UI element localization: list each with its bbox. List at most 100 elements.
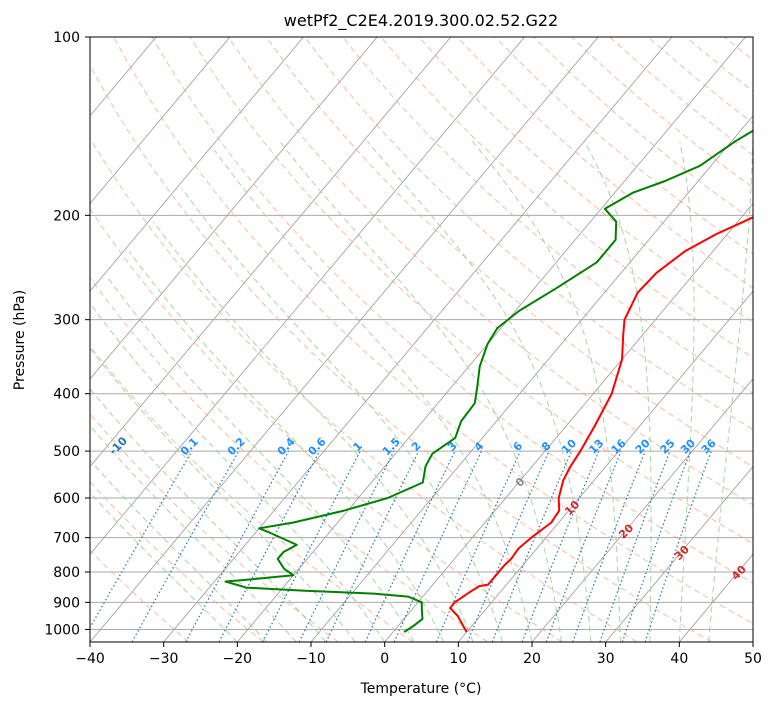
dry-adiabat-line (418, 37, 753, 324)
mixing-ratio-line (262, 450, 361, 642)
mixing-ratio-label: 10 (559, 436, 579, 456)
isotherm-line (90, 37, 231, 205)
isotherm-line (310, 115, 753, 642)
y-tick-label: 600 (53, 491, 80, 507)
isotherm-line (384, 202, 753, 642)
isotherm-line (90, 37, 452, 468)
moist-adiabat-line (678, 141, 695, 642)
mixing-ratio-line (298, 450, 395, 642)
moist-adiabat-line (472, 140, 621, 642)
mixing-ratio-line (621, 450, 692, 642)
dry-adiabat-line (151, 37, 753, 584)
y-axis-ticks: 100 200 300 400 500 600 700 800 900 1000 (44, 30, 90, 638)
y-tick-label: 400 (53, 387, 80, 403)
mixing-ratio-label: 30 (678, 436, 698, 456)
x-tick-label: 40 (670, 651, 688, 667)
isobar-grid (90, 37, 753, 630)
isotherm-line (90, 37, 378, 380)
y-tick-label: 200 (53, 208, 80, 224)
y-axis-label: Pressure (hPa) (12, 290, 28, 390)
y-tick-label: 1000 (44, 622, 80, 638)
plot-area (0, 37, 775, 642)
x-tick-label: 20 (523, 651, 541, 667)
mixing-ratio-line (90, 450, 193, 629)
plot-frame (89, 36, 754, 643)
dry-adiabat-line (90, 276, 488, 642)
moist-adiabat-line (128, 251, 445, 642)
isopleth-labels: -10 0.1 0.2 0.4 0.6 1 1.5 2 3 4 6 8 10 13 16 20 25 30 3601… (107, 434, 750, 583)
moist-adiabat-line (213, 149, 533, 642)
mixing-ratio-line (521, 450, 600, 642)
dry-adiabat-line (380, 37, 753, 359)
mixing-ratio-line (325, 450, 420, 642)
x-tick-label: −40 (75, 651, 105, 667)
dewpoint-line (224, 129, 753, 633)
moist-adiabat-line (708, 141, 753, 642)
dry-adiabat-line (90, 481, 264, 642)
mixing-ratio-line (131, 450, 240, 642)
isotherm-line (0, 37, 9, 642)
dry-adiabat-line (113, 37, 753, 625)
dry-adiabat-line (494, 37, 753, 255)
dry-adiabat-line (456, 37, 753, 289)
mixing-ratio-label: 6 (511, 439, 526, 454)
moist-adiabat-line (90, 424, 297, 642)
x-tick-label: 30 (597, 651, 615, 667)
dry-adiabat-line (90, 64, 712, 642)
chart-title: wetPf2_C2E4.2019.300.02.52.G22 (284, 11, 558, 31)
moist-adiabat-line (90, 347, 356, 642)
isotherm-line (90, 37, 599, 642)
dry-adiabat-line (762, 37, 775, 642)
temperature-line (449, 216, 753, 633)
mixing-ratio-label: 8 (539, 439, 554, 454)
mixing-ratio-label: 2 (409, 439, 424, 454)
mixing-ratio-label: 1 (350, 439, 365, 454)
moist-adiabat-line (279, 140, 562, 642)
mixing-ratio-line (435, 450, 521, 642)
x-tick-label: −30 (149, 651, 179, 667)
dry-adiabat-line (189, 37, 753, 545)
dry-adiabat-line (265, 37, 753, 468)
mixing-ratio-line (644, 450, 712, 642)
moist-adiabat-line (181, 187, 503, 642)
x-axis-label: Temperature (°C) (360, 681, 482, 697)
isotherm-grid (0, 37, 753, 642)
sounding-series (224, 129, 753, 633)
mixing-ratio-line (491, 450, 573, 642)
mixing-ratio-line (572, 450, 646, 642)
dry-adiabat-line (90, 345, 414, 642)
dry-adiabat-line (90, 207, 563, 642)
y-tick-label: 800 (53, 565, 80, 581)
moist-adiabats (90, 140, 753, 642)
x-axis-ticks: −40 −30 −20 −10 0 10 20 30 40 50 (75, 642, 762, 667)
moist-adiabat-line (90, 459, 268, 642)
mixing-ratio-lines (90, 450, 712, 642)
x-tick-label: −10 (296, 651, 326, 667)
dry-adiabat-line (723, 37, 753, 61)
moist-adiabat-line (366, 140, 592, 642)
isotherm-line (163, 37, 673, 642)
isotherm-line (90, 37, 525, 555)
mixing-ratio-label: 25 (658, 437, 678, 457)
moist-adiabat-line (153, 221, 474, 642)
isotherm-line (605, 465, 753, 642)
moist-adiabat-line (90, 387, 327, 642)
mixing-ratio-line (393, 450, 483, 642)
x-tick-label: 10 (449, 651, 467, 667)
isotherm-line (752, 641, 753, 642)
y-tick-label: 100 (53, 30, 80, 46)
dry-adiabats (90, 37, 775, 642)
y-tick-label: 700 (53, 531, 80, 547)
dry-adiabat-line (90, 549, 190, 642)
moist-adiabat-line (90, 491, 238, 642)
mixing-ratio-line (545, 450, 622, 642)
mixing-ratio-label: 0.2 (225, 435, 248, 458)
x-tick-label: 50 (744, 651, 762, 667)
mixing-ratio-label: 3 (445, 439, 460, 454)
mixing-ratio-label: 1.5 (380, 435, 403, 458)
mixing-ratio-label: 16 (609, 436, 629, 456)
dry-adiabat-line (647, 37, 753, 124)
isotherm-line (90, 37, 304, 292)
mixing-ratio-label: 0.4 (275, 435, 298, 458)
